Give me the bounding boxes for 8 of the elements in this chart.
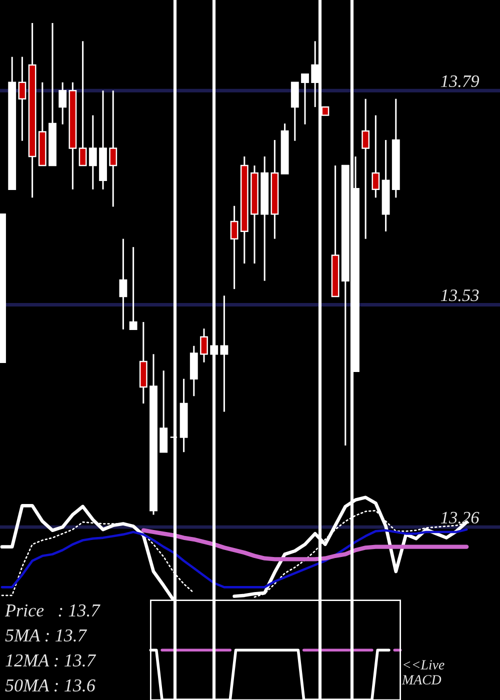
annotation: 12MA : 13.7 <box>6 654 96 667</box>
y-tick-label: 13.53 <box>440 290 479 302</box>
annotation: MACD <box>402 675 442 684</box>
annotation: 50MA : 13.6 <box>5 679 96 692</box>
annotation: <<Live <box>404 660 444 670</box>
annotation: Price : 13.7 <box>4 604 100 617</box>
annotation: 5MA : 13.7 <box>5 629 88 642</box>
y-tick-label: 13.79 <box>440 75 480 88</box>
